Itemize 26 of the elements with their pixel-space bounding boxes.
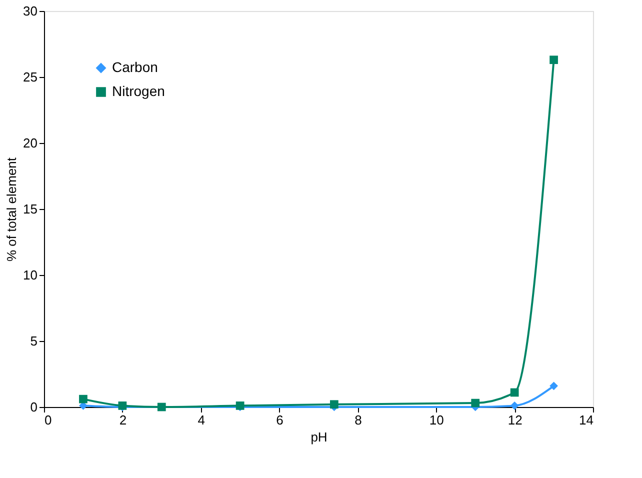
y-tick-label: 25 [23, 70, 38, 84]
point [330, 400, 338, 409]
y-tick-label: 5 [30, 334, 38, 348]
legend-label: Carbon [112, 59, 158, 75]
x-tick-label: 14 [579, 412, 594, 428]
y-tick-label: 30 [23, 4, 38, 18]
y-tick-label: 20 [23, 136, 38, 150]
legend-label: Nitrogen [112, 83, 165, 99]
y-tick-label: 10 [23, 268, 38, 282]
point [550, 56, 558, 64]
x-tick-label: 10 [429, 412, 444, 428]
point [471, 398, 480, 408]
y-tick-label: 15 [23, 202, 38, 216]
x-axis-title: pH [310, 430, 328, 444]
point [510, 388, 519, 397]
y-tick-label: 0 [30, 400, 38, 414]
x-tick-label: 6 [276, 412, 284, 428]
point [550, 382, 558, 390]
x-tick-label: 12 [508, 412, 522, 428]
x-tick-label: 4 [198, 412, 205, 428]
x-tick-label: 0 [44, 412, 52, 428]
point [510, 401, 519, 410]
x-tick-label: 8 [354, 412, 362, 428]
point [79, 394, 88, 404]
x-tick-label: 2 [119, 412, 127, 428]
y-axis-title: % of total element [4, 157, 20, 262]
